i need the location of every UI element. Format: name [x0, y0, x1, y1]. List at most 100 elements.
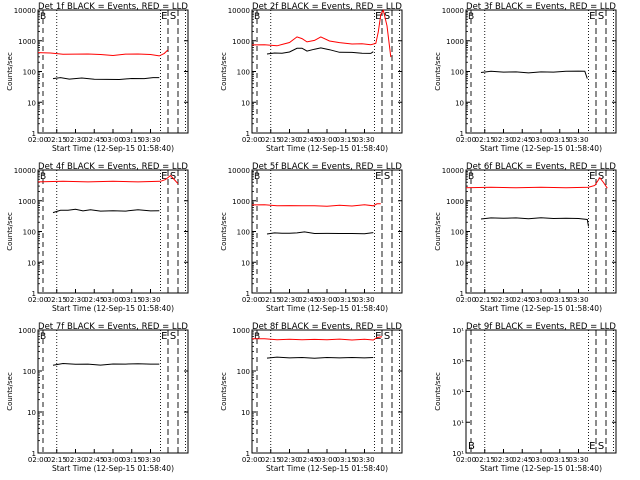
plot-frame [251, 169, 403, 294]
x-tick-label: 03:15 [336, 456, 356, 464]
marker-e: E [161, 171, 167, 182]
y-tick-label: 10 [241, 409, 250, 417]
x-tick-label: 02:30 [493, 136, 513, 144]
x-tick-label: 02:00 [456, 296, 476, 304]
plot-frame [37, 9, 189, 134]
x-tick-label: 02:30 [493, 296, 513, 304]
y-tick-label: 1 [32, 450, 36, 458]
x-tick-label: 02:15 [475, 456, 495, 464]
y-tick-label: 1 [246, 130, 250, 138]
marker-e: E [375, 331, 381, 342]
panel-title: Det 3f BLACK = Events, RED = LLD [466, 2, 616, 12]
marker-b: B [468, 172, 474, 182]
y-tick-label: 10 [455, 259, 464, 267]
x-tick-label: 02:45 [298, 296, 318, 304]
panel-title: Det 4f BLACK = Events, RED = LLD [38, 162, 188, 172]
x-tick-label: 02:15 [47, 456, 67, 464]
marker-e: E [589, 11, 595, 22]
y-tick-label: 10000 [228, 7, 250, 15]
x-tick-label: 03:00 [531, 136, 551, 144]
x-tick-label: 03:15 [550, 136, 570, 144]
y-tick-label: 1000 [18, 38, 36, 46]
marker-s: S [384, 331, 390, 342]
x-tick-label: 03:00 [317, 136, 337, 144]
x-tick-label: 03:30 [354, 296, 374, 304]
y-axis-label: Counts/sec [6, 372, 14, 411]
lld-series-line [251, 8, 392, 58]
x-tick-label: 03:00 [103, 456, 123, 464]
marker-s: S [598, 11, 604, 22]
panel-title: Det 7f BLACK = Events, RED = LLD [38, 322, 188, 332]
x-tick-label: 02:15 [261, 136, 281, 144]
panel-det-2: Det 2f BLACK = Events, RED = LLD Counts/s… [220, 2, 403, 153]
x-tick-label: 03:15 [550, 296, 570, 304]
panel-title: Det 8f BLACK = Events, RED = LLD [252, 322, 402, 332]
y-tick-label: 1 [32, 290, 36, 298]
y-axis-label: Counts/sec [434, 372, 442, 411]
y-tick-label: 10000 [442, 7, 464, 15]
y-tick-label: 100 [237, 229, 250, 237]
y-tick-label: 1 [246, 450, 250, 458]
y-tick-label: 1 [32, 130, 36, 138]
plot-frame [37, 169, 189, 294]
lld-series-line [37, 49, 169, 57]
y-tick-label: 10 [27, 259, 36, 267]
x-tick-label: 03:00 [317, 456, 337, 464]
marker-s: S [170, 331, 176, 342]
y-tick-label: 10 [241, 99, 250, 107]
y-tick-label: 1 [246, 290, 250, 298]
x-tick-label: 03:30 [140, 456, 160, 464]
y-tick-label: 1000 [232, 198, 250, 206]
x-tick-label: 03:00 [531, 296, 551, 304]
x-tick-label: 02:00 [456, 136, 476, 144]
y-tick-label: 1000 [18, 327, 36, 335]
x-tick-label: 02:45 [84, 456, 104, 464]
x-tick-label: 02:00 [242, 456, 262, 464]
marker-b: B [468, 441, 475, 452]
plot-frame [37, 329, 189, 454]
x-tick-label: 02:45 [512, 456, 532, 464]
marker-s: S [384, 11, 390, 22]
marker-e: E [161, 11, 167, 22]
y-tick-label: 100 [237, 368, 250, 376]
events-series-line [480, 217, 589, 227]
y-tick-label: 1000 [446, 198, 464, 206]
x-tick-label: 02:00 [242, 296, 262, 304]
x-axis-label: Start Time (12-Sep-15 01:58:40) [52, 144, 174, 153]
y-axis-label: Counts/sec [434, 212, 442, 251]
y-tick-label: 10¹ [452, 419, 464, 427]
plot-frame [251, 329, 403, 454]
panel-det-8: Det 8f BLACK = Events, RED = LLD Counts/s… [220, 322, 403, 473]
marker-s: S [170, 11, 176, 22]
y-tick-label: 1 [460, 290, 464, 298]
x-tick-label: 03:30 [568, 296, 588, 304]
plot-frame [465, 329, 617, 454]
x-tick-label: 02:45 [512, 136, 532, 144]
x-tick-label: 02:30 [65, 136, 85, 144]
x-axis-label: Start Time (12-Sep-15 01:58:40) [480, 464, 602, 473]
events-series-line [52, 77, 160, 81]
x-tick-label: 02:15 [261, 296, 281, 304]
panel-title: Det 2f BLACK = Events, RED = LLD [252, 2, 402, 12]
x-axis-label: Start Time (12-Sep-15 01:58:40) [52, 464, 174, 473]
x-tick-label: 03:30 [354, 136, 374, 144]
x-tick-label: 02:30 [279, 136, 299, 144]
panel-title: Det 5f BLACK = Events, RED = LLD [252, 162, 402, 172]
panel-det-7: Det 7f BLACK = Events, RED = LLD Counts/s… [6, 322, 189, 473]
x-axis-label: Start Time (12-Sep-15 01:58:40) [480, 304, 602, 313]
panel-det-4: Det 4f BLACK = Events, RED = LLD Counts/s… [6, 162, 189, 313]
x-tick-label: 03:00 [103, 136, 123, 144]
marker-b: B [254, 12, 260, 22]
marker-b: B [254, 332, 260, 342]
x-tick-label: 02:15 [475, 296, 495, 304]
x-tick-label: 02:15 [47, 136, 67, 144]
y-tick-label: 100 [237, 69, 250, 77]
x-tick-label: 02:15 [475, 136, 495, 144]
y-tick-label: 1000 [232, 327, 250, 335]
x-tick-label: 02:15 [261, 456, 281, 464]
x-axis-label: Start Time (12-Sep-15 01:58:40) [266, 144, 388, 153]
y-tick-label: 10¹ [452, 450, 464, 458]
y-tick-label: 100 [23, 229, 36, 237]
lld-series-line [252, 336, 383, 341]
x-tick-label: 02:30 [65, 296, 85, 304]
